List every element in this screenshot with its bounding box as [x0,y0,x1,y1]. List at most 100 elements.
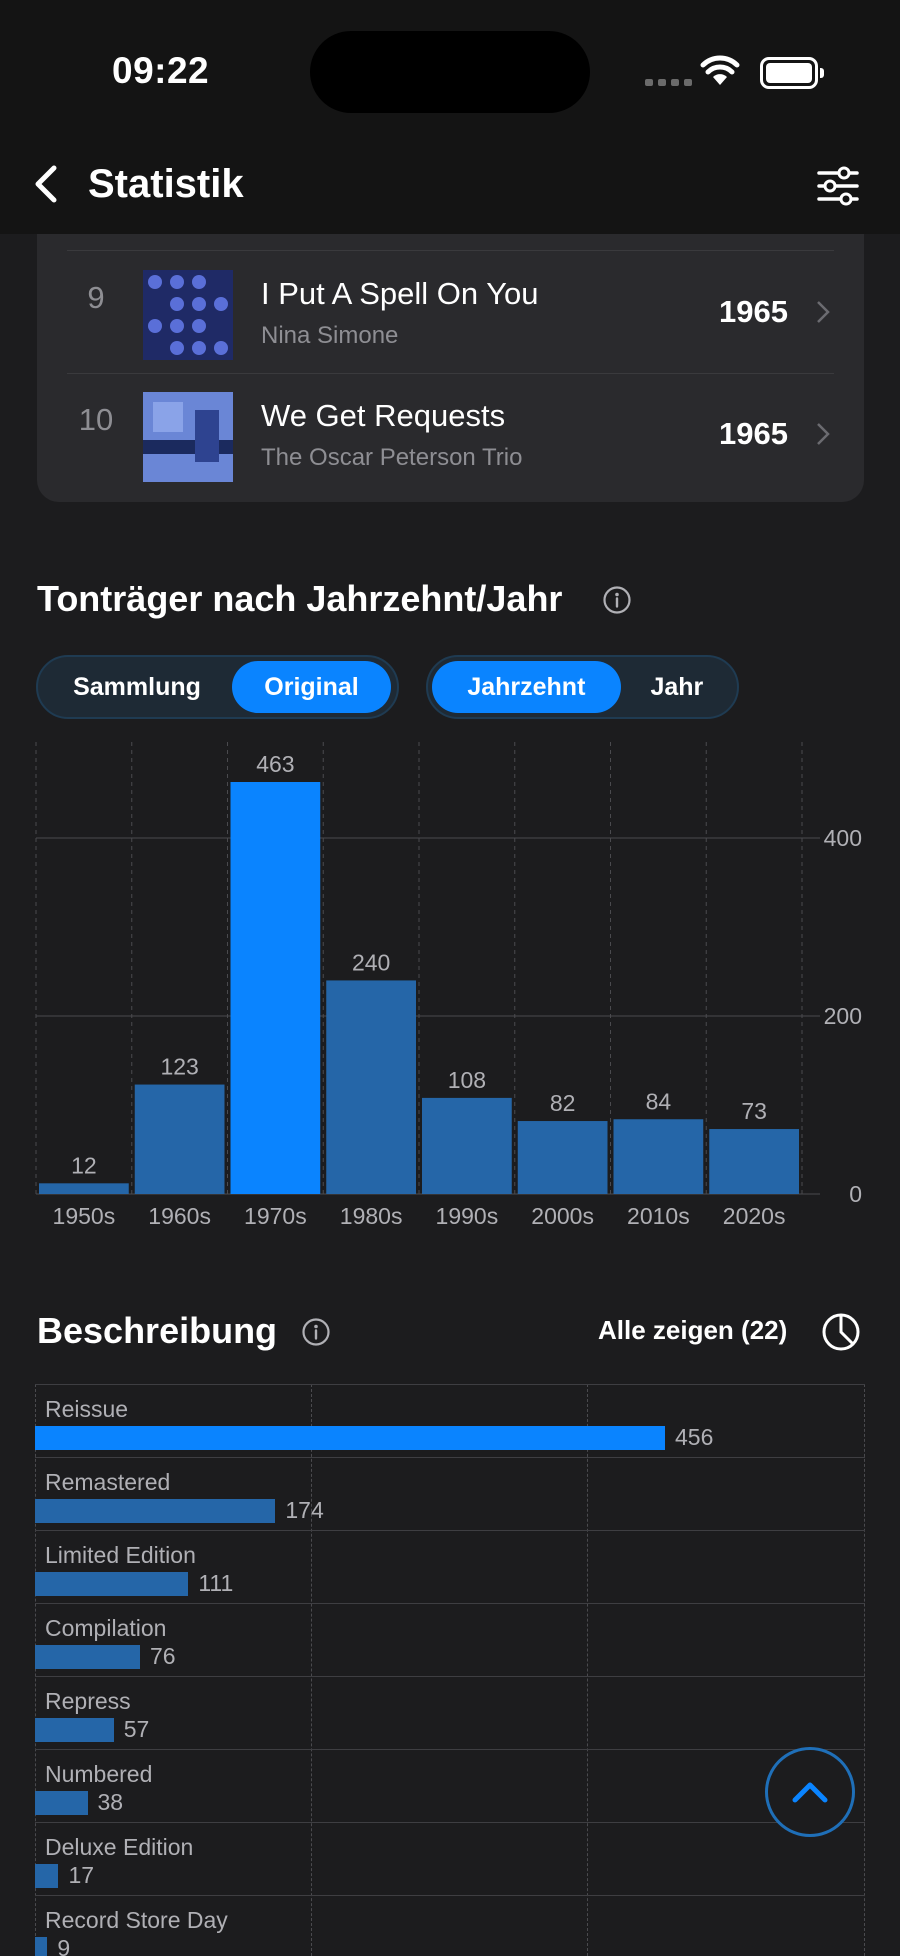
album-cover [143,392,233,482]
row-divider [35,1603,865,1604]
description-row[interactable]: Numbered 38 [35,1749,865,1822]
description-row[interactable]: Deluxe Edition 17 [35,1822,865,1895]
x-tick-label: 1970s [244,1203,307,1229]
album-artist: The Oscar Peterson Trio [261,444,523,471]
show-all-button[interactable]: Alle zeigen (22) [598,1315,788,1345]
album-title: I Put A Spell On You [261,276,539,311]
data-label: 76 [150,1643,176,1669]
description-row[interactable]: Limited Edition 111 [35,1530,865,1603]
filter-sliders-icon[interactable] [816,166,860,206]
bar [39,1183,129,1194]
row-divider [35,1895,865,1896]
y-tick-label: 400 [824,825,862,851]
status-time: 09:22 [112,50,210,91]
data-label: 240 [352,949,390,975]
row-divider [67,250,834,251]
y-tick-label: 0 [849,1181,862,1207]
bar [35,1791,88,1815]
bar [134,1084,225,1194]
rank-number: 10 [78,402,114,437]
row-divider [35,1384,865,1385]
description-label: Limited Edition [45,1542,196,1568]
bar [35,1572,189,1596]
chevron-up-icon [792,1782,828,1803]
grid-line-vertical [311,1384,312,1956]
description-row[interactable]: Reissue 456 [35,1384,865,1457]
data-label: 12 [71,1152,97,1178]
page-title: Statistik [88,162,244,206]
grid-line-vertical [864,1384,865,1956]
album-cover [143,270,233,360]
period-toggle: Jahrzehnt Jahr [426,655,739,719]
album-year: 1965 [719,294,788,329]
info-icon[interactable] [602,585,632,615]
chevron-right-icon [817,423,830,445]
row-divider [35,1457,865,1458]
description-bar-chart: Reissue 456 Remastered 174 Limited Edition 11… [35,1384,865,1956]
description-label: Reissue [45,1396,129,1422]
description-label: Deluxe Edition [45,1834,194,1860]
x-tick-label: 1990s [436,1203,499,1229]
data-label: 123 [160,1054,198,1080]
bar [709,1129,799,1194]
bar [517,1121,608,1194]
data-label: 57 [123,1716,150,1742]
source-toggle: Sammlung Original [36,655,399,719]
x-tick-label: 2000s [531,1203,594,1229]
bar [35,1499,276,1523]
data-label: 38 [97,1789,124,1815]
period-option-jahr[interactable]: Jahr [650,672,704,701]
list-item[interactable]: 9 I Put A Spell On You Nina Simone 1965 [37,238,864,360]
data-label: 456 [675,1424,714,1450]
description-row[interactable]: Remastered 174 [35,1457,865,1530]
description-label: Compilation [45,1615,167,1641]
grid-line-vertical [587,1384,588,1956]
source-option-sammlung[interactable]: Sammlung [73,672,201,701]
bar [35,1426,665,1450]
bar [230,782,321,1194]
rank-number: 9 [87,280,105,315]
pie-chart-icon[interactable] [821,1312,861,1352]
data-label: 108 [448,1067,486,1093]
description-label: Numbered [45,1761,153,1787]
description-label: Record Store Day [45,1907,228,1933]
album-year: 1965 [719,416,788,451]
album-artist: Nina Simone [261,322,399,349]
scroll-to-top-button[interactable] [765,1747,855,1837]
data-label: 82 [550,1090,576,1116]
list-item[interactable]: 10 We Get Requests The Oscar Peterson Tr… [37,360,864,482]
description-row[interactable]: Repress 57 [35,1676,865,1749]
chevron-right-icon [817,301,830,323]
bar [35,1937,48,1956]
dynamic-island [310,31,590,113]
back-chevron-icon[interactable] [32,164,60,204]
album-title: We Get Requests [261,398,506,433]
bar [422,1097,512,1194]
period-option-jahrzehnt[interactable]: Jahrzehnt [432,661,621,713]
bar [613,1119,704,1194]
description-row[interactable]: Record Store Day 9 [35,1895,865,1956]
row-divider [35,1749,865,1750]
battery-icon [760,57,824,89]
data-label: 463 [256,751,294,777]
x-tick-label: 2010s [627,1203,690,1229]
data-label: 73 [741,1098,767,1124]
description-row[interactable]: Compilation 76 [35,1603,865,1676]
data-label: 9 [57,1935,71,1956]
grid-line-vertical [35,1384,36,1956]
source-option-original[interactable]: Original [232,661,391,713]
bar [326,980,416,1194]
description-label: Repress [45,1688,131,1714]
bar [35,1718,114,1742]
x-tick-label: 1960s [148,1203,211,1229]
description-section-title: Beschreibung [37,1310,278,1351]
bar [35,1864,59,1888]
data-label: 84 [646,1088,672,1114]
cellular-signal-icon [645,79,692,86]
row-divider [35,1676,865,1677]
x-tick-label: 2020s [723,1203,786,1229]
row-divider [67,373,834,374]
row-divider [35,1530,865,1531]
y-tick-label: 200 [824,1003,862,1029]
info-icon[interactable] [301,1317,331,1347]
